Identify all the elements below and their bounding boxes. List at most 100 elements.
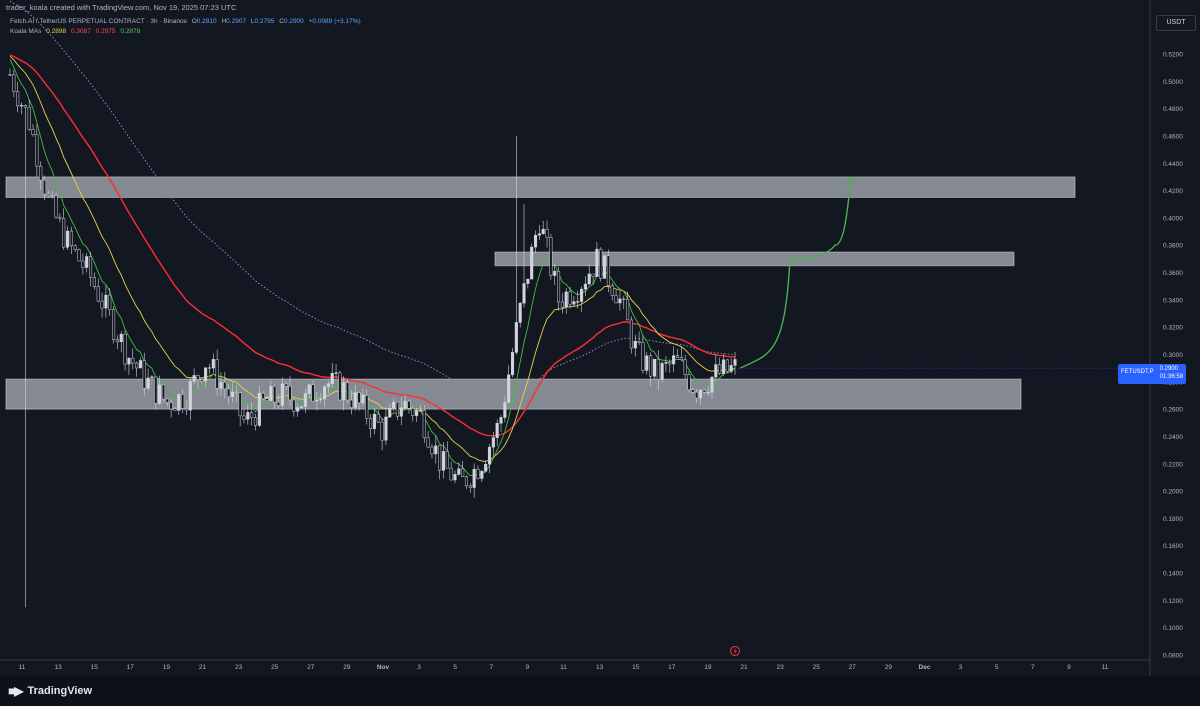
time-axis[interactable]: 11 13 15 17 19 21 23 25 27 29 Nov 3 5 7 9 11 13 15 17 19 21 2… xyxy=(19,664,1109,671)
candle-body xyxy=(46,193,50,196)
price-tick-label: 0.3600 xyxy=(1163,270,1183,277)
ohlc-close-label: C xyxy=(279,18,284,25)
time-tick-label: 3 xyxy=(959,664,963,671)
candle-body xyxy=(353,392,357,408)
time-tick-label: 17 xyxy=(668,664,676,671)
candle-body xyxy=(192,375,196,382)
candle-body xyxy=(407,400,411,409)
candle-body xyxy=(530,246,534,280)
candle-body xyxy=(307,384,311,394)
candle-body xyxy=(629,319,633,349)
candle-body xyxy=(633,340,637,349)
candle-body xyxy=(587,273,591,285)
currency-unit-button[interactable]: USDT xyxy=(1156,15,1196,31)
candle-body xyxy=(181,394,185,409)
candle-body xyxy=(388,408,392,418)
time-tick-label: 25 xyxy=(271,664,279,671)
ma-line-yellow xyxy=(9,55,736,462)
price-tick-label: 0.1400 xyxy=(1163,571,1183,578)
ma-value-yellow: 0.2898 xyxy=(46,28,67,35)
candle-body xyxy=(280,383,284,406)
ma-layer xyxy=(9,0,736,477)
price-tick-label: 0.4200 xyxy=(1163,188,1183,195)
candle-body xyxy=(430,446,434,455)
candle-body xyxy=(418,410,422,412)
candle-body xyxy=(234,391,238,394)
time-tick-label: 21 xyxy=(199,664,207,671)
candle-body xyxy=(426,437,430,448)
candle-body xyxy=(261,392,265,399)
candle-body xyxy=(73,245,77,250)
time-tick-label: 9 xyxy=(1067,664,1071,671)
candle-body xyxy=(158,384,162,404)
candle-body xyxy=(142,360,146,389)
candle-body xyxy=(510,352,515,376)
time-tick-label: 9 xyxy=(526,664,530,671)
candle-body xyxy=(35,134,39,167)
candle-body xyxy=(461,468,465,477)
ma-line-red xyxy=(9,54,736,437)
candle-body xyxy=(223,382,227,390)
price-axis[interactable]: 0.5200 0.5000 0.4800 0.4600 0.4400 0.4200 0.40… xyxy=(1163,52,1183,660)
candle-body xyxy=(69,230,73,246)
time-tick-label: 7 xyxy=(489,664,493,671)
candle-body xyxy=(468,485,472,488)
candle-body xyxy=(81,260,85,268)
ma-legend[interactable]: Koala MAs 0.2898 0.3087 0.2975 0.2878 xyxy=(10,28,140,35)
candle-body xyxy=(668,362,672,365)
candle-body xyxy=(369,418,373,429)
candle-body xyxy=(576,301,580,303)
candle-body xyxy=(115,339,119,343)
ohlc-low-label: L xyxy=(250,18,255,25)
candle-body xyxy=(372,413,376,429)
price-tick-label: 0.4800 xyxy=(1163,106,1183,113)
time-tick-label: 7 xyxy=(1031,664,1035,671)
candle-body xyxy=(85,256,89,268)
candle-body xyxy=(384,416,388,441)
candle-body xyxy=(403,400,407,409)
candle-body xyxy=(729,365,733,372)
candle-body xyxy=(706,391,710,394)
instrument-legend[interactable]: Fetch.AI / TetherUS PERPETUAL CONTRACT ·… xyxy=(10,18,361,25)
candle-body xyxy=(514,322,518,353)
candle-body xyxy=(250,412,254,418)
time-tick-label: 11 xyxy=(19,664,26,671)
candle-body xyxy=(326,383,330,388)
price-tick-label: 0.4600 xyxy=(1163,133,1183,140)
ohlc-high: 0.2907 xyxy=(226,18,247,25)
candle-body xyxy=(545,228,549,238)
candle-body xyxy=(507,374,511,403)
candle-body xyxy=(23,104,27,108)
candle-body xyxy=(556,270,561,303)
candle-body xyxy=(349,399,353,408)
time-tick-label: 11 xyxy=(560,664,567,671)
candle-body xyxy=(342,382,346,401)
candle-body xyxy=(422,410,426,439)
candle-body xyxy=(464,476,469,487)
lightning-icon[interactable] xyxy=(730,646,740,656)
candle-body xyxy=(8,74,12,76)
candle-body xyxy=(438,445,442,471)
candle-body xyxy=(319,398,323,401)
candle-body xyxy=(491,437,495,448)
candle-body xyxy=(687,374,691,390)
candle-body xyxy=(522,283,526,304)
candle-body xyxy=(303,393,307,407)
candle-body xyxy=(537,233,541,236)
candle-body xyxy=(161,384,165,400)
candle-body xyxy=(165,398,169,403)
candle-body xyxy=(572,301,576,305)
time-tick-label: Dec xyxy=(919,664,931,671)
tradingview-logo[interactable]: ■▶ TradingView xyxy=(8,684,92,698)
ohlc-low: 0.2795 xyxy=(254,18,275,25)
candle-body xyxy=(580,288,584,302)
candle-body xyxy=(299,406,304,408)
candle-body xyxy=(583,283,587,290)
footer-bar xyxy=(0,676,1200,706)
candle-body xyxy=(184,408,189,411)
candle-body xyxy=(19,104,24,107)
candle-body xyxy=(361,395,365,404)
candle-body xyxy=(39,165,43,181)
candle-body xyxy=(108,294,112,311)
